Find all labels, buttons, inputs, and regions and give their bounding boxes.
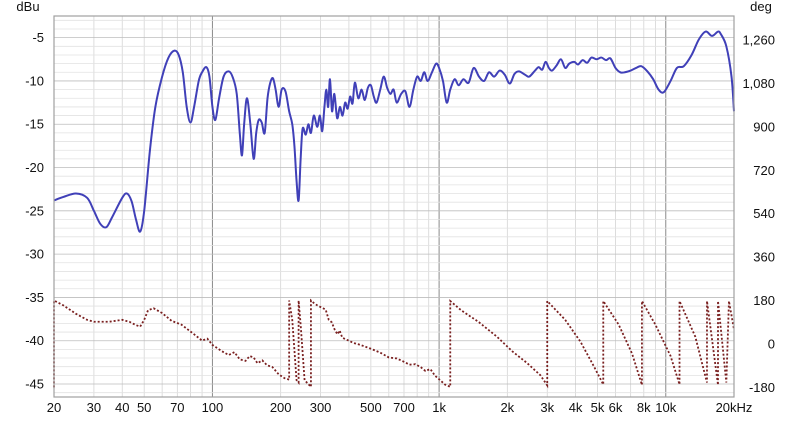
y-left-tick-label: -30 <box>25 247 44 262</box>
magnitude-series-line <box>53 30 735 233</box>
x-tick-label: 40 <box>115 400 129 415</box>
x-tick-label: 10k <box>655 400 676 415</box>
x-tick-label: 100 <box>202 400 224 415</box>
y-right-tick-label: 720 <box>753 163 775 178</box>
y-right-tick-label: -180 <box>749 380 775 395</box>
grid-layer <box>53 16 735 397</box>
y-right-tick-label: 0 <box>768 336 775 351</box>
y-right-tick-label: 540 <box>753 206 775 221</box>
x-tick-label: 8k <box>637 400 651 415</box>
y-right-axis-unit-label: deg <box>750 0 772 14</box>
x-tick-label: 1k <box>432 400 446 415</box>
x-tick-label: 300 <box>310 400 332 415</box>
x-tick-label: 2k <box>500 400 514 415</box>
y-right-tick-label: 1,080 <box>742 76 775 91</box>
x-tick-label: 5k <box>591 400 605 415</box>
label-layer: 20 30 40 50 70 100 200 300 500 700 1k 2k 3k 4k 5k 6k 8k 1… <box>25 30 775 415</box>
x-tick-label: 500 <box>360 400 382 415</box>
y-left-tick-label: -15 <box>25 117 44 132</box>
x-tick-label: 700 <box>393 400 415 415</box>
y-right-tick-label: 900 <box>753 119 775 134</box>
y-left-tick-label: -35 <box>25 290 44 305</box>
y-right-tick-label: 1,260 <box>742 33 775 48</box>
x-tick-label: 70 <box>170 400 184 415</box>
y-left-tick-label: -25 <box>25 203 44 218</box>
phase-series-line <box>53 297 735 390</box>
x-tick-label: 3k <box>540 400 554 415</box>
x-tick-label: 20 <box>47 400 61 415</box>
y-right-tick-label: 360 <box>753 250 775 265</box>
y-right-tick-label: 180 <box>753 293 775 308</box>
plot-frame <box>53 15 735 398</box>
x-tick-label: 200 <box>270 400 292 415</box>
x-tick-label: 4k <box>569 400 583 415</box>
x-tick-label: 20kHz <box>716 400 753 415</box>
x-tick-label: 6k <box>609 400 623 415</box>
y-left-tick-label: -45 <box>25 377 44 392</box>
y-left-axis-unit-label: dBu <box>16 0 39 14</box>
y-left-tick-label: -5 <box>32 30 44 45</box>
y-left-tick-label: -40 <box>25 333 44 348</box>
series-layer <box>53 30 735 390</box>
y-left-tick-label: -20 <box>25 160 44 175</box>
y-left-tick-label: -10 <box>25 73 44 88</box>
x-tick-label: 30 <box>87 400 101 415</box>
x-tick-label: 50 <box>137 400 151 415</box>
